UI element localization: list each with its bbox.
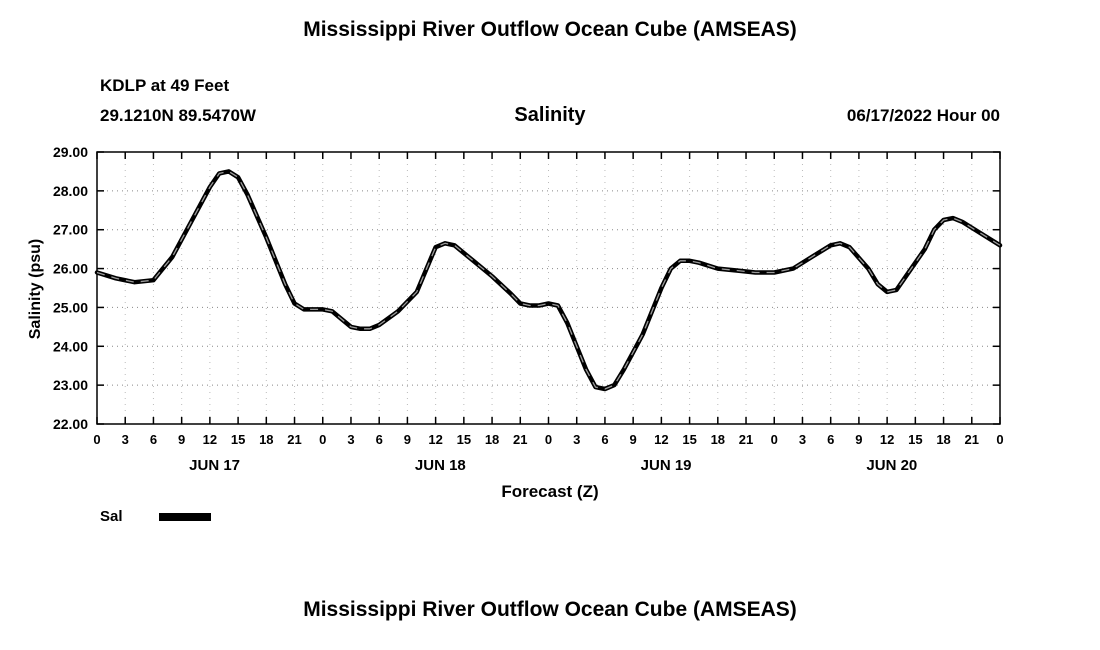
svg-text:21: 21	[287, 432, 301, 447]
page-title-top: Mississippi River Outflow Ocean Cube (AM…	[303, 18, 797, 41]
axis-tick-labels: 22.00 23.00 24.00 25.00 26.00 27.00 28.00 29.00…	[53, 144, 1004, 447]
svg-text:22.00: 22.00	[53, 416, 88, 432]
svg-text:9: 9	[630, 432, 637, 447]
svg-text:27.00: 27.00	[53, 222, 88, 238]
svg-text:3: 3	[122, 432, 129, 447]
svg-text:JUN 18: JUN 18	[415, 457, 466, 474]
svg-text:6: 6	[827, 432, 834, 447]
svg-text:12: 12	[428, 432, 442, 447]
plot-border	[96, 151, 1001, 425]
svg-text:26.00: 26.00	[53, 261, 88, 277]
svg-text:18: 18	[711, 432, 725, 447]
svg-text:21: 21	[965, 432, 979, 447]
svg-text:25.00: 25.00	[53, 299, 88, 315]
coordinates-label: 29.1210N 89.5470W	[100, 106, 256, 125]
svg-text:12: 12	[880, 432, 894, 447]
svg-text:JUN 20: JUN 20	[866, 457, 917, 474]
svg-text:0: 0	[545, 432, 552, 447]
svg-text:18: 18	[259, 432, 273, 447]
svg-text:0: 0	[771, 432, 778, 447]
svg-text:12: 12	[654, 432, 668, 447]
svg-text:0: 0	[93, 432, 100, 447]
svg-text:21: 21	[513, 432, 527, 447]
svg-text:15: 15	[231, 432, 245, 447]
svg-text:18: 18	[936, 432, 950, 447]
svg-text:6: 6	[601, 432, 608, 447]
legend: Sal	[100, 508, 211, 525]
svg-text:3: 3	[347, 432, 354, 447]
day-labels: JUN 17 JUN 18 JUN 19 JUN 20	[189, 457, 917, 474]
chart-title: Salinity	[514, 104, 586, 126]
svg-text:9: 9	[404, 432, 411, 447]
gridlines	[96, 151, 1001, 425]
svg-text:21: 21	[739, 432, 753, 447]
svg-text:0: 0	[319, 432, 326, 447]
svg-text:JUN 17: JUN 17	[189, 457, 240, 474]
salinity-line-dash-overlay	[96, 170, 1001, 390]
svg-text:12: 12	[203, 432, 217, 447]
svg-text:15: 15	[457, 432, 471, 447]
axis-ticks	[96, 151, 1001, 425]
svg-text:3: 3	[799, 432, 806, 447]
svg-text:29.00: 29.00	[53, 144, 88, 160]
x-axis-label: Forecast (Z)	[501, 482, 599, 501]
svg-text:24.00: 24.00	[53, 338, 88, 354]
svg-text:6: 6	[376, 432, 383, 447]
datetime-label: 06/17/2022 Hour 00	[846, 106, 1000, 125]
svg-text:15: 15	[682, 432, 696, 447]
svg-text:15: 15	[908, 432, 922, 447]
svg-text:3: 3	[573, 432, 580, 447]
page-title-bottom: Mississippi River Outflow Ocean Cube (AM…	[303, 598, 797, 621]
svg-text:18: 18	[485, 432, 499, 447]
svg-text:9: 9	[855, 432, 862, 447]
legend-entry-label: Sal	[100, 508, 123, 525]
svg-text:9: 9	[178, 432, 185, 447]
svg-text:JUN 19: JUN 19	[641, 457, 692, 474]
legend-line-swatch	[158, 512, 211, 521]
station-label: KDLP at 49 Feet	[100, 76, 230, 95]
svg-text:23.00: 23.00	[53, 377, 88, 393]
svg-text:6: 6	[150, 432, 157, 447]
svg-text:0: 0	[996, 432, 1003, 447]
svg-text:28.00: 28.00	[53, 183, 88, 199]
